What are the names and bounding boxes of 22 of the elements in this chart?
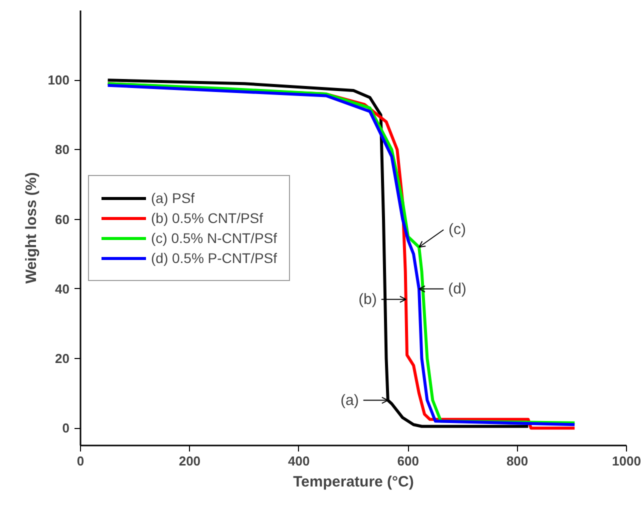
y-tick-label: 0	[62, 420, 70, 436]
x-tick-label: 1000	[612, 454, 641, 468]
x-tick-label: 600	[397, 454, 419, 468]
y-tick-label: 60	[55, 212, 70, 227]
y-tick-label: 100	[48, 72, 70, 88]
y-axis-title: Weight loss (%)	[22, 172, 40, 284]
x-tick-label: 400	[288, 454, 310, 468]
y-tick-label: 40	[55, 281, 70, 296]
y-tick-label: 80	[55, 142, 70, 158]
legend-label: (d) 0.5% P-CNT/PSf	[151, 248, 278, 266]
annotation: (d)	[448, 280, 466, 298]
x-tick-label: 0	[76, 454, 84, 468]
legend-label: (a) PSf	[151, 188, 195, 206]
legend-label: (b) 0.5% CNT/PSf	[151, 208, 264, 226]
x-tick-label: 200	[178, 454, 201, 468]
x-axis-title: Temperature (°C)	[293, 474, 414, 490]
y-tick-label: 20	[55, 351, 70, 366]
x-tick-label: 800	[506, 454, 528, 468]
annotation: (b)	[358, 290, 377, 308]
legend-label: (c) 0.5% N-CNT/PSf	[151, 228, 278, 246]
annotation: (c)	[448, 221, 466, 238]
annotation: (a)	[340, 392, 359, 409]
